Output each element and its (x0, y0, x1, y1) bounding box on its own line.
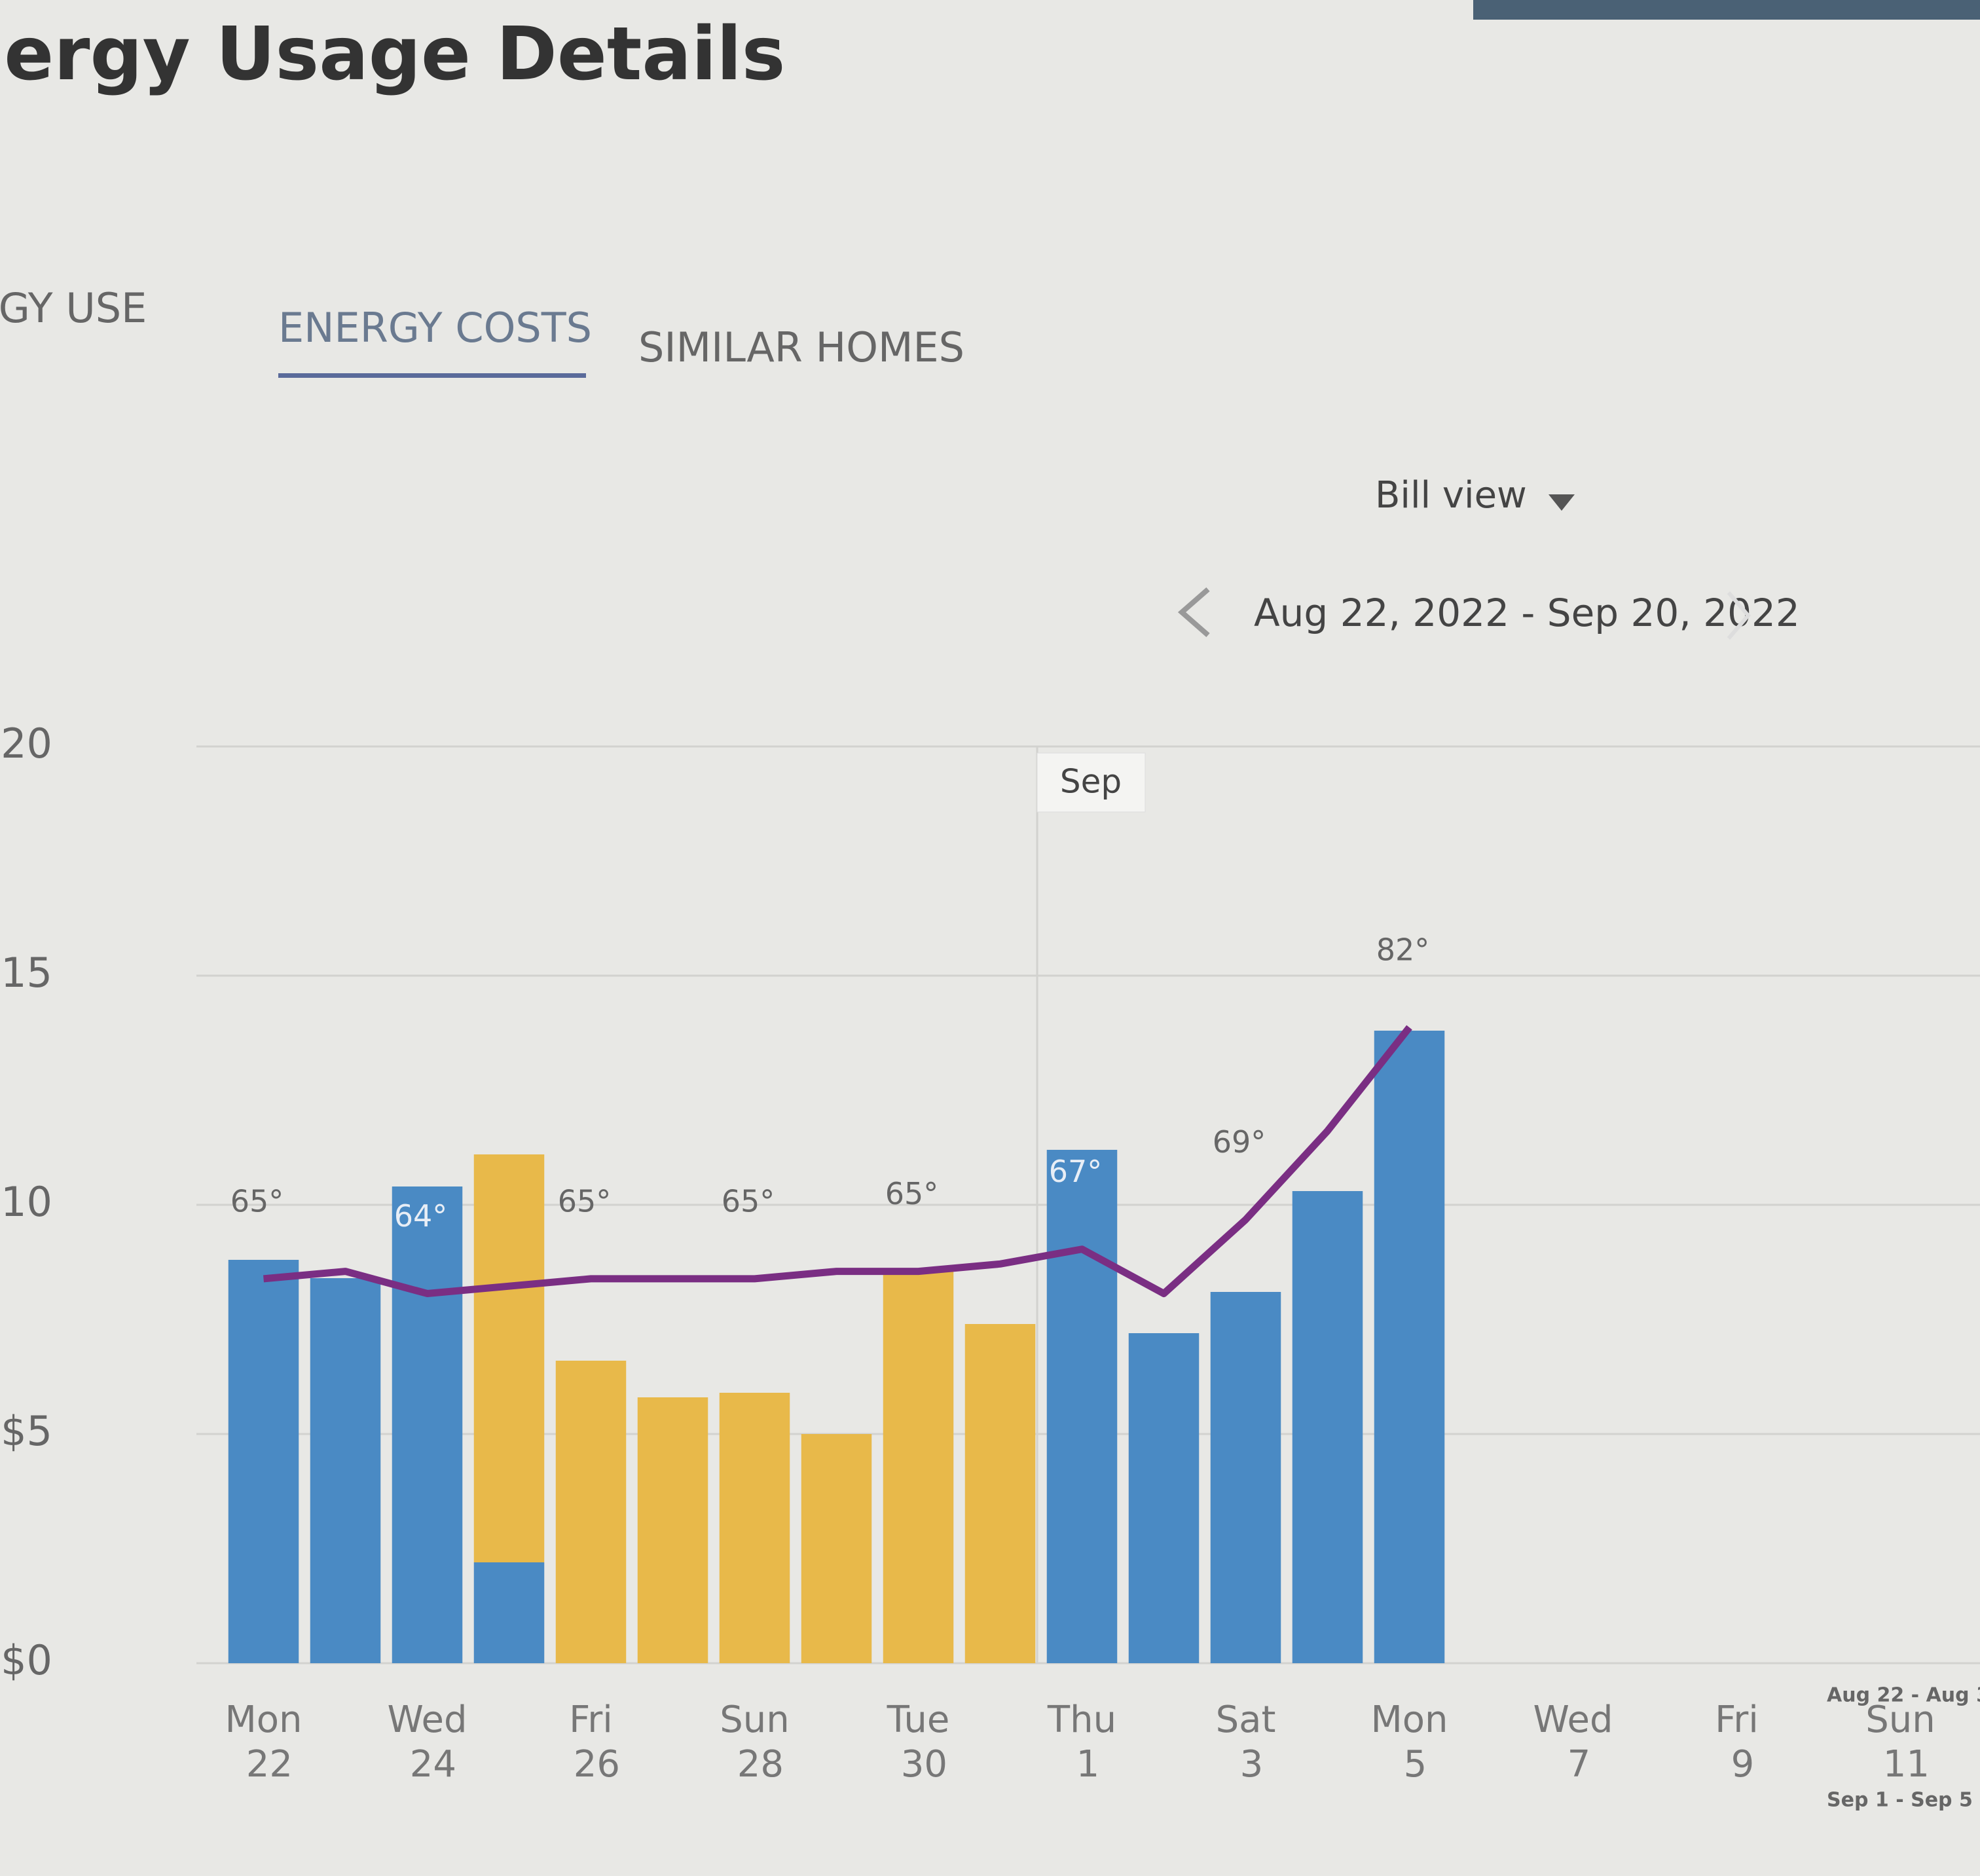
bar (1374, 1031, 1445, 1663)
x-tick-label: Tue 30 (887, 1699, 950, 1786)
temperature-label: 65° (722, 1183, 775, 1219)
temperature-label: 64° (394, 1198, 448, 1234)
view-select[interactable]: Bill view (1375, 474, 1527, 517)
month-label: Sep (1060, 763, 1122, 801)
page-title: Energy Usage Details (0, 12, 785, 97)
tab[interactable]: SIMILAR HOMES (638, 323, 964, 371)
x-tick-label: Fri 26 (562, 1699, 620, 1786)
tab-active[interactable]: ENERGY COSTS (278, 304, 592, 352)
x-tick-label: Wed 7 (1533, 1699, 1613, 1786)
x-tick-label: Mon 5 (1370, 1699, 1448, 1786)
period-label: Sep 1 - Sep 5 (1827, 1789, 1973, 1812)
y-tick-label: $20 (0, 720, 52, 767)
temperature-label: 65° (230, 1183, 284, 1219)
chart: $0 $5 $10 $15 $20 Sep 65° 64° 65° 65° 65° 67° 69° 82°… (0, 720, 1980, 1786)
temperature-label: 82° (1376, 932, 1430, 968)
x-tick-label: Wed 24 (387, 1699, 467, 1786)
bar (555, 1361, 627, 1663)
bar (473, 1562, 545, 1663)
tab[interactable]: ENERGY USE (0, 284, 147, 332)
next-button[interactable] (1727, 591, 1751, 640)
x-tick-label: Mon 22 (225, 1699, 302, 1786)
date-range: Aug 22, 2022 - Sep 20, 2022 (1254, 591, 1800, 635)
temperature-label: 69° (1213, 1124, 1266, 1160)
y-tick-label: $15 (0, 949, 52, 997)
bar (1210, 1292, 1281, 1663)
bar (1128, 1333, 1200, 1663)
temperature-label: 67° (1049, 1154, 1103, 1189)
prev-button[interactable] (1177, 587, 1210, 638)
bar (964, 1324, 1036, 1663)
bar (1046, 1150, 1118, 1663)
dropdown-arrow[interactable] (1549, 494, 1575, 511)
x-tick-label: Sun 11 (1865, 1699, 1935, 1786)
bar (1292, 1191, 1363, 1663)
bar (392, 1186, 463, 1663)
y-tick-label: $5 (1, 1407, 52, 1455)
y-tick-label: $0 (1, 1636, 52, 1684)
bar (637, 1397, 708, 1663)
top-bar (1473, 0, 1980, 20)
bar (719, 1393, 790, 1663)
y-tick-label: $10 (0, 1178, 52, 1226)
bar (473, 1154, 545, 1562)
bar (801, 1434, 872, 1663)
month-box (1036, 752, 1146, 813)
temperature-label: 65° (885, 1176, 939, 1211)
tab-underline (278, 373, 586, 378)
bar (228, 1260, 299, 1663)
temperature-line (263, 1025, 1412, 1297)
temperature-label: 65° (558, 1183, 612, 1219)
bar (883, 1269, 954, 1663)
bar (310, 1278, 381, 1663)
x-tick-label: Sun 28 (720, 1699, 790, 1786)
x-tick-label: Fri 9 (1715, 1699, 1759, 1786)
x-tick-label: Sat 3 (1216, 1699, 1276, 1786)
period-label: Aug 22 - Aug 31 (1827, 1684, 1980, 1707)
x-tick-label: Thu 1 (1047, 1699, 1116, 1786)
